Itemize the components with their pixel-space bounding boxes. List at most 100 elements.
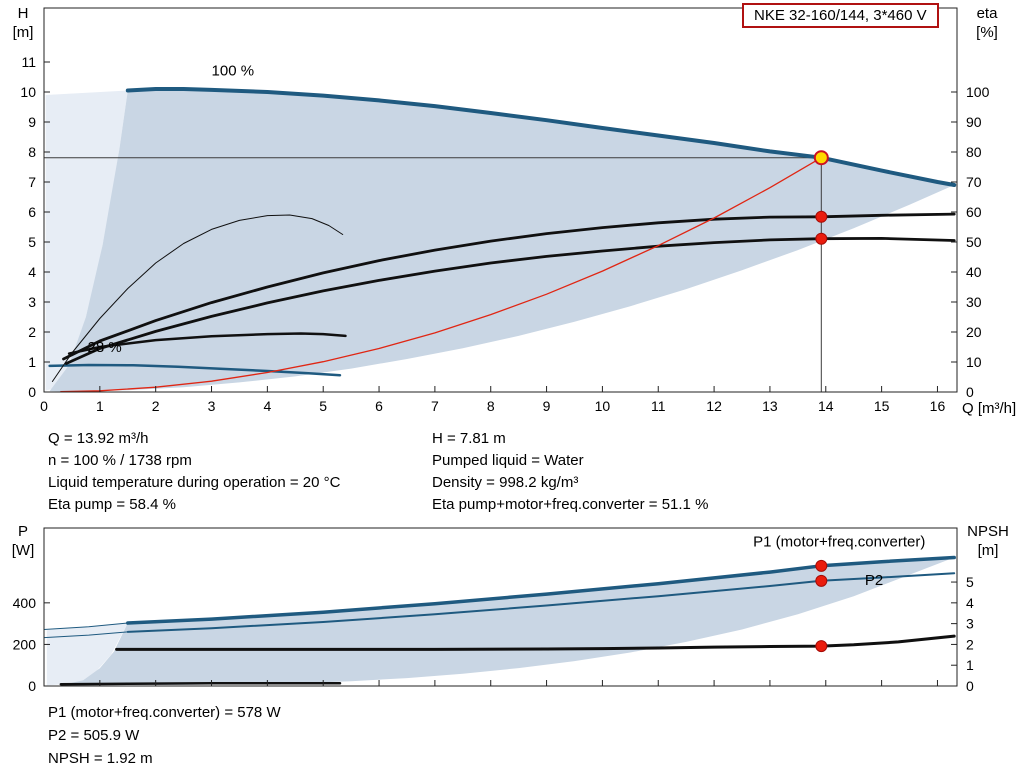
y-tick-label-right: 10 xyxy=(966,354,982,370)
info-line-p1: P1 (motor+freq.converter) = 578 W xyxy=(48,704,281,721)
info-line-density: Density = 998.2 kg/m³ xyxy=(432,474,579,491)
y-tick-label-right: 90 xyxy=(966,114,982,130)
qh-curve-100 xyxy=(125,87,957,187)
y-tick-label-right: 50 xyxy=(966,234,982,250)
y-tick-label-left: 6 xyxy=(28,204,36,220)
x-tick-label: 6 xyxy=(375,398,383,414)
x-tick-label: 11 xyxy=(651,398,666,414)
y-tick-label-right: 60 xyxy=(966,204,982,220)
y-tick-label-left: 0 xyxy=(28,384,36,400)
p2-lead xyxy=(43,631,129,639)
y-tick-label-right: 3 xyxy=(966,616,974,632)
x-tick-label: 14 xyxy=(818,398,834,414)
y-tick-label-right: 4 xyxy=(966,595,974,611)
eta-pump-curve xyxy=(62,212,956,361)
x-tick-label: 5 xyxy=(319,398,327,414)
y-tick-label-right: 100 xyxy=(966,84,990,100)
low-flow-region xyxy=(45,90,128,391)
h-axis-title: H [m] xyxy=(4,4,42,42)
p-axis-title-line2: [W] xyxy=(11,542,35,559)
y-tick-label-left: 11 xyxy=(21,54,36,70)
power-info: P1 (motor+freq.converter) = 578 W P2 = 5… xyxy=(48,701,281,770)
npsh-point xyxy=(815,640,828,653)
info-line-speed: n = 100 % / 1738 rpm xyxy=(48,452,192,469)
npsh-axis-title-line1: NPSH xyxy=(967,523,1009,540)
npsh-curve xyxy=(115,634,956,651)
y-tick-label-right: 0 xyxy=(966,678,974,694)
y-tick-label-right: 0 xyxy=(966,384,974,400)
y-tick-label-right: 20 xyxy=(966,324,982,340)
info-line-h: H = 7.81 m xyxy=(432,430,506,447)
speed-100-label: 100 % xyxy=(212,63,255,80)
qh-curve-28 xyxy=(48,363,342,377)
plot-frame xyxy=(43,527,958,687)
p-axis-title: P [W] xyxy=(4,522,42,560)
duty-info-left: Q = 13.92 m³/h n = 100 % / 1738 rpm Liqu… xyxy=(48,428,340,516)
p-axis-title-line1: P xyxy=(17,523,28,540)
p2-curve-label: P2 xyxy=(865,572,883,589)
p1-curve-label: P1 (motor+freq.converter) xyxy=(753,533,925,550)
y-tick-label-left: 3 xyxy=(28,294,36,310)
plot-frame xyxy=(43,7,958,393)
y-tick-label-left: 200 xyxy=(13,636,37,652)
p1-lead xyxy=(43,622,129,630)
p1-point xyxy=(815,559,828,572)
x-tick-label: 1 xyxy=(96,398,104,414)
pump-title-box: NKE 32-160/144, 3*460 V xyxy=(742,3,939,28)
x-tick-label: 7 xyxy=(431,398,439,414)
info-line-liquid: Pumped liquid = Water xyxy=(432,452,584,469)
duty-point xyxy=(813,150,829,166)
eta-axis-title-line1: eta xyxy=(976,5,998,22)
y-tick-label-left: 5 xyxy=(28,234,36,250)
eta-pump-point xyxy=(815,210,828,223)
qh-eta-chart: 0 1 2 3 4 5 6 7 8 9 10 11 12 13 14 15 160123456789101101… xyxy=(20,7,990,414)
eta-axis-title-line2: [%] xyxy=(976,24,998,41)
low-flow-region-power xyxy=(46,623,128,686)
y-tick-label-right: 30 xyxy=(966,294,982,310)
x-tick-label: 2 xyxy=(152,398,160,414)
y-tick-label-left: 1 xyxy=(28,354,36,370)
system-curve xyxy=(60,157,822,393)
x-tick-label: 4 xyxy=(263,398,271,414)
y-tick-label-right: 80 xyxy=(966,144,982,160)
npsh-axis-title-line2: [m] xyxy=(977,542,999,559)
y-tick-label-right: 2 xyxy=(966,636,974,652)
y-tick-label-left: 7 xyxy=(28,174,36,190)
x-tick-label: 9 xyxy=(543,398,551,414)
speed-28-label: 28 % xyxy=(88,339,122,356)
y-tick-label-right: 5 xyxy=(966,574,974,590)
y-tick-label-left: 9 xyxy=(28,114,36,130)
y-tick-label-left: 2 xyxy=(28,324,36,340)
y-tick-label-left: 400 xyxy=(13,595,37,611)
h-axis-title-line1: H xyxy=(17,5,29,22)
eta-total-curve xyxy=(64,236,956,365)
info-line-q: Q = 13.92 m³/h xyxy=(48,430,149,447)
p1-curve xyxy=(126,555,956,625)
y-tick-label-right: 40 xyxy=(966,264,982,280)
x-tick-label: 12 xyxy=(706,398,722,414)
x-tick-label: 8 xyxy=(487,398,495,414)
x-tick-label: 15 xyxy=(874,398,890,414)
p2-curve xyxy=(126,572,956,633)
x-tick-label: 0 xyxy=(40,398,48,414)
eta-axis-title: eta [%] xyxy=(964,4,1010,42)
info-line-p2: P2 = 505.9 W xyxy=(48,727,140,744)
y-tick-label-left: 4 xyxy=(28,264,36,280)
info-line-npsh: NPSH = 1.92 m xyxy=(48,750,153,767)
y-tick-label-left: 0 xyxy=(28,678,36,694)
x-tick-label: 13 xyxy=(762,398,778,414)
h-axis-title-line2: [m] xyxy=(12,24,34,41)
npsh-axis-title: NPSH [m] xyxy=(960,522,1016,560)
power-npsh-chart: 0 200 400 0 1 2 3 4 5 P1 (motor+freq.converter) P2 xyxy=(13,527,974,694)
eta-pump-28-curve xyxy=(51,214,344,382)
y-tick-label-right: 1 xyxy=(966,657,974,673)
duty-info-right: H = 7.81 m Pumped liquid = Water Density… xyxy=(432,428,708,516)
q-axis-title: Q [m³/h] xyxy=(962,400,1017,417)
info-line-temperature: Liquid temperature during operation = 20… xyxy=(48,474,341,491)
info-line-eta-pump: Eta pump = 58.4 % xyxy=(48,496,176,513)
min-power-curve xyxy=(59,682,342,686)
info-line-eta-total: Eta pump+motor+freq.converter = 51.1 % xyxy=(432,496,709,513)
y-tick-label-left: 8 xyxy=(28,144,36,160)
y-tick-label-right: 70 xyxy=(966,174,982,190)
